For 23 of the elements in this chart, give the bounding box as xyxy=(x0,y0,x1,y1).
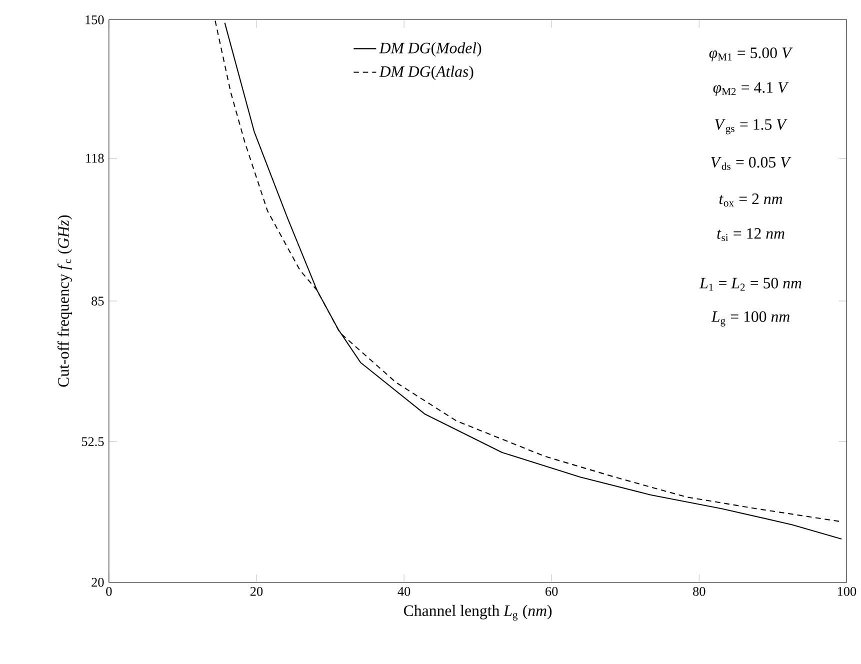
y-tick-label: 52.5 xyxy=(82,436,104,446)
legend-label: DM DG(Model) xyxy=(379,42,482,56)
annotation: L$_{g}$ = 100 nm xyxy=(711,311,790,326)
annotation: φ$_{M1}$ = 5.00 V xyxy=(709,47,793,62)
x-tick-label: 20 xyxy=(250,586,263,596)
y-tick-label: 118 xyxy=(86,154,104,162)
annotation: t$_{si}$ = 12 nm xyxy=(717,228,784,241)
legend-label: DM DG(Atlas) xyxy=(379,66,474,80)
x-tick-label: 80 xyxy=(693,586,706,596)
annotation: φ$_{M2}$ = 4.1 V xyxy=(713,82,789,96)
annotation: V$_{gs}$ = 1.5 V xyxy=(715,118,788,134)
x-tick-label: 60 xyxy=(546,586,558,596)
x-tick-label: 40 xyxy=(398,586,410,596)
y-axis-title: Cut-off frequency f$_{c}$ (GHz) xyxy=(58,215,72,387)
annotation: V$_{ds}$ = 0.05 V xyxy=(711,156,792,170)
annotation: t$_{ox}$ = 2 nm xyxy=(719,193,782,206)
x-tick-label: 0 xyxy=(106,586,112,596)
x-axis-title: Channel length L$_{g}$ (nm) xyxy=(404,604,552,620)
annotation: L$_{1}$ = L$_{2}$ = 50 nm xyxy=(699,278,802,290)
y-tick-label: 20 xyxy=(92,578,104,586)
x-tick-label: 100 xyxy=(838,586,856,596)
y-tick-label: 85 xyxy=(92,296,104,306)
y-tick-label: 150 xyxy=(86,15,104,24)
